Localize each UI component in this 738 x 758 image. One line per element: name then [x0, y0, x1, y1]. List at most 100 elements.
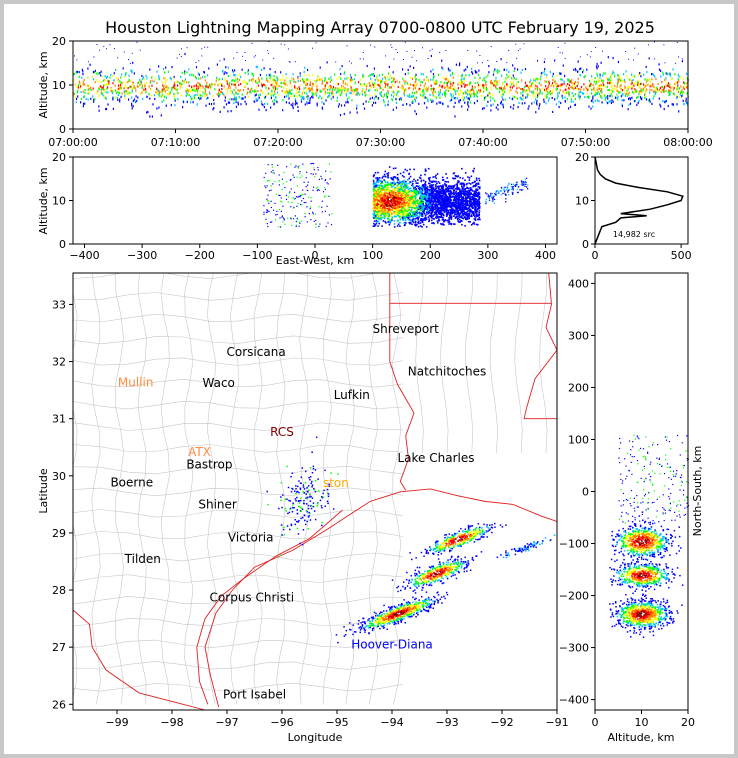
source-point	[531, 82, 533, 85]
source-point	[601, 101, 603, 104]
source-point	[461, 77, 463, 80]
source-point	[288, 97, 290, 100]
source-point	[195, 77, 197, 80]
source-point	[478, 197, 481, 199]
source-point	[492, 93, 494, 97]
source-point	[531, 90, 533, 94]
source-point	[445, 93, 447, 96]
source-point	[158, 65, 160, 68]
source-point	[140, 80, 142, 83]
source-point	[294, 103, 296, 106]
source-point	[344, 86, 346, 89]
source-point	[418, 192, 420, 194]
source-point	[408, 95, 410, 99]
source-point	[449, 202, 452, 204]
source-point	[373, 185, 376, 187]
source-point	[199, 83, 201, 86]
source-point	[654, 75, 656, 78]
source-point	[176, 57, 178, 59]
source-point	[244, 100, 246, 103]
source-point	[112, 107, 114, 110]
source-point	[476, 179, 478, 181]
source-point	[537, 93, 539, 96]
source-point	[389, 74, 391, 77]
source-point	[102, 88, 104, 91]
source-point	[427, 188, 430, 191]
source-point	[362, 52, 364, 53]
source-point	[482, 78, 484, 82]
source-point	[528, 105, 530, 108]
source-point	[443, 193, 445, 196]
source-point	[552, 83, 554, 86]
source-point	[435, 79, 437, 82]
source-point	[537, 94, 539, 97]
source-point	[467, 103, 469, 106]
source-point	[261, 77, 263, 80]
source-point	[135, 89, 137, 92]
source-point	[602, 50, 603, 52]
source-point	[384, 202, 386, 205]
source-point	[446, 81, 448, 85]
source-point	[416, 202, 419, 205]
source-point	[404, 200, 407, 203]
source-point	[386, 211, 389, 214]
source-point	[116, 96, 118, 100]
source-point	[463, 188, 465, 191]
source-point	[414, 218, 417, 220]
source-point	[420, 91, 423, 94]
source-point	[421, 226, 423, 228]
source-point	[468, 197, 471, 199]
source-point	[370, 44, 372, 46]
source-point	[276, 81, 278, 84]
source-point	[229, 82, 231, 85]
source-point	[327, 81, 329, 84]
source-point	[164, 76, 167, 80]
source-point	[597, 65, 599, 68]
source-point	[299, 74, 301, 78]
source-point	[403, 94, 406, 97]
source-point	[610, 80, 612, 83]
source-point	[403, 196, 406, 198]
source-point	[436, 194, 439, 197]
source-point	[634, 88, 636, 91]
source-point	[387, 208, 389, 210]
source-point	[473, 223, 476, 225]
source-point	[618, 91, 620, 94]
source-point	[416, 194, 418, 196]
source-point	[611, 84, 613, 87]
source-point	[270, 96, 272, 100]
source-point	[476, 223, 478, 226]
source-point	[267, 102, 269, 106]
source-point	[643, 83, 645, 86]
source-point	[129, 91, 131, 94]
source-point	[619, 79, 622, 82]
source-point	[458, 207, 460, 210]
source-point	[377, 220, 380, 223]
source-point	[280, 43, 282, 45]
source-point	[462, 208, 465, 210]
source-point	[386, 94, 388, 98]
source-point	[404, 186, 406, 189]
source-point	[243, 81, 245, 84]
source-point	[449, 203, 452, 205]
source-point	[469, 101, 471, 104]
source-point	[683, 87, 685, 90]
source-point	[637, 101, 639, 104]
source-point	[489, 96, 491, 99]
source-point	[450, 216, 453, 219]
source-point	[418, 222, 420, 225]
source-point	[384, 220, 386, 223]
source-point	[644, 94, 646, 97]
source-point	[490, 80, 492, 83]
source-point	[379, 188, 381, 190]
source-point	[472, 185, 474, 188]
source-point	[501, 103, 503, 106]
source-point	[546, 96, 548, 99]
source-point	[423, 209, 426, 212]
source-point	[274, 80, 277, 83]
source-point	[131, 71, 133, 74]
source-point	[384, 104, 386, 107]
source-point	[244, 96, 246, 99]
source-point	[443, 208, 446, 210]
source-point	[402, 86, 404, 89]
